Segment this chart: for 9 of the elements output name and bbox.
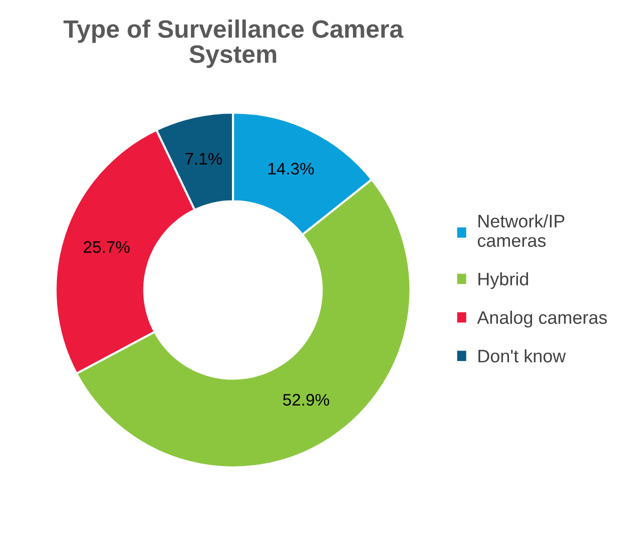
- chart-title: Type of Surveillance Camera System: [64, 20, 404, 68]
- legend-label: Network/IP cameras: [478, 214, 564, 247]
- legend-label: Analog cameras: [477, 310, 607, 328]
- legend-label: Hybrid: [478, 272, 528, 290]
- data-label: 7.1%: [185, 152, 222, 165]
- legend-label: Don't know: [478, 349, 566, 362]
- data-label: 52.9%: [283, 394, 330, 406]
- data-label: 14.3%: [268, 162, 314, 175]
- data-label: 25.7%: [84, 241, 130, 253]
